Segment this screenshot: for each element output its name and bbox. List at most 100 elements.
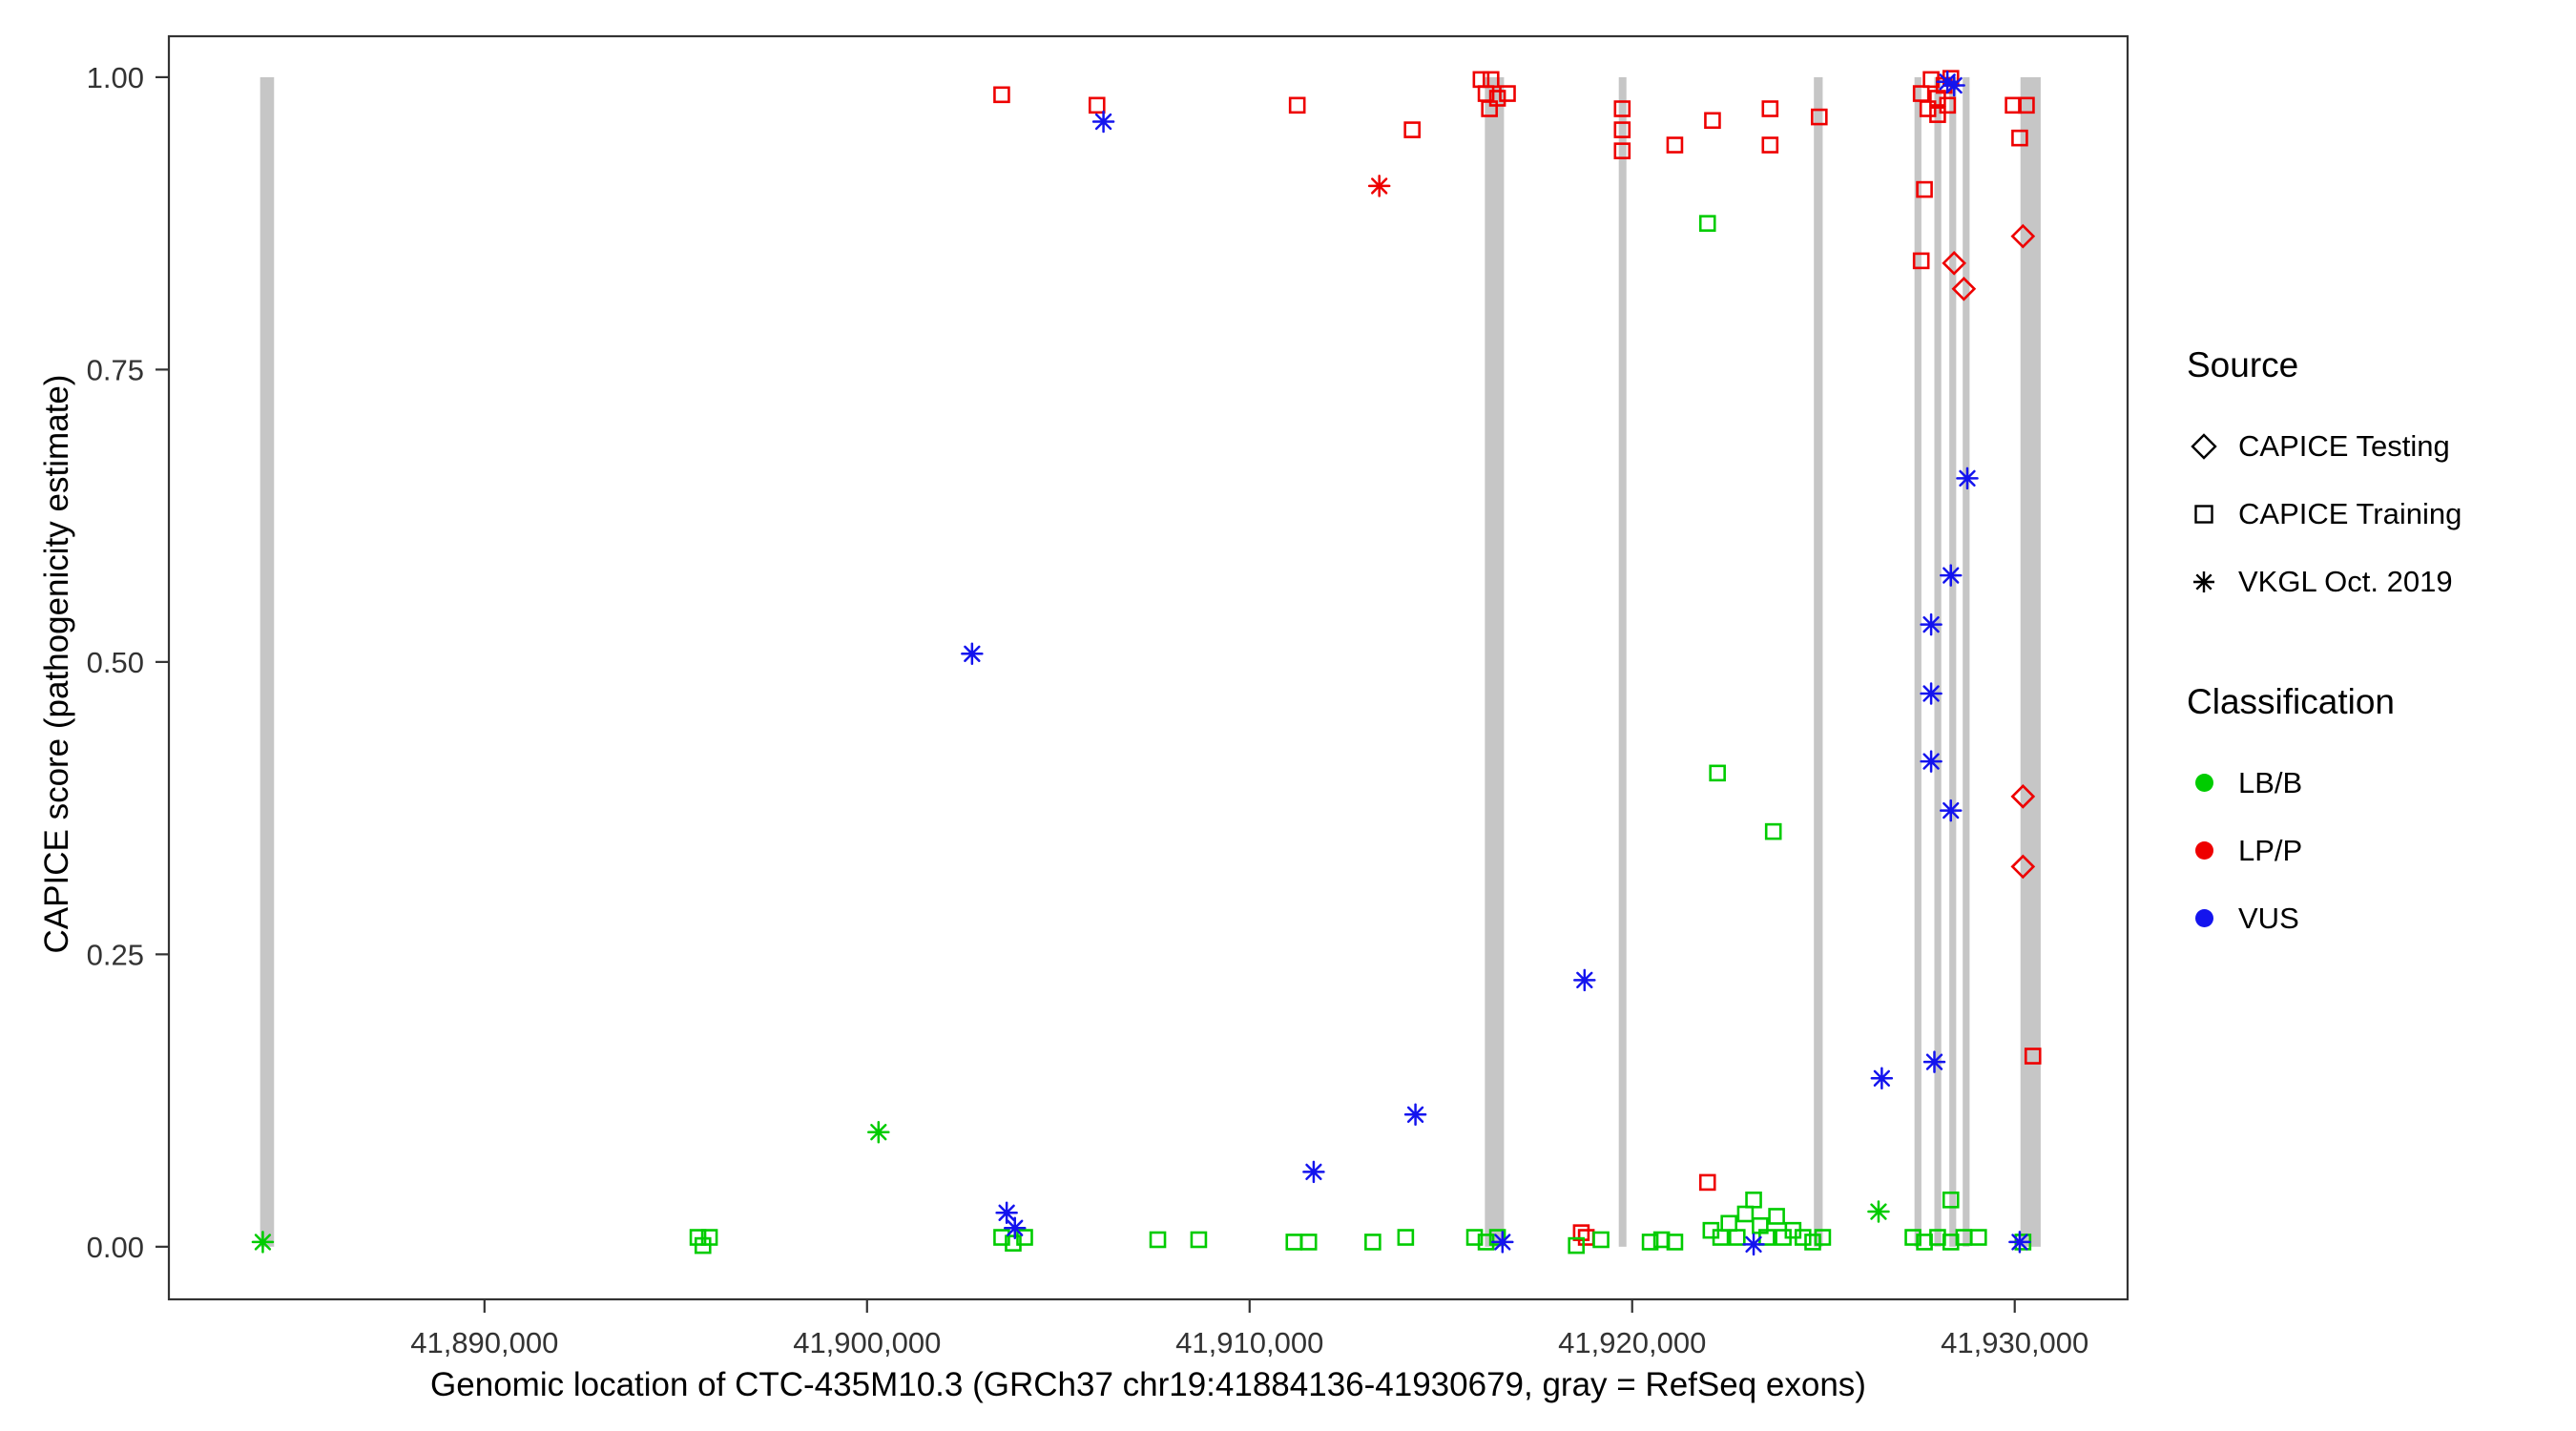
diamond-marker	[1942, 250, 1966, 276]
square-marker	[2011, 129, 2028, 147]
asterisk-marker	[1922, 1050, 1946, 1073]
square-marker	[1666, 1234, 1684, 1251]
axis-layer: 41,890,000 41,900,000 41,910,000 41,920,000…	[87, 34, 2129, 1359]
asterisk-marker	[1091, 110, 1115, 134]
asterisk-marker	[1367, 175, 1391, 197]
square-marker	[1736, 1205, 1755, 1223]
asterisk-marker	[1491, 1231, 1514, 1254]
legend-item-vus: VUS	[2187, 884, 2568, 952]
asterisk-marker	[1867, 1200, 1890, 1223]
square-marker	[1970, 1229, 1987, 1246]
square-marker	[1768, 1208, 1785, 1225]
square-marker	[1572, 1224, 1590, 1241]
square-marker	[1397, 1229, 1415, 1246]
square-marker	[1666, 136, 1684, 154]
exon-bar	[1485, 76, 1505, 1247]
square-marker	[1904, 1229, 1922, 1246]
asterisk-marker	[1936, 71, 1959, 93]
asterisk-marker	[1956, 467, 1979, 490]
legend-item-capice-testing: CAPICE Testing	[2187, 412, 2568, 480]
diamond-marker	[2010, 223, 2036, 249]
x-tick-label: 41,930,000	[1941, 1326, 2088, 1359]
square-marker	[1814, 1229, 1832, 1246]
square-marker	[1929, 106, 1946, 123]
exon-bar	[2020, 76, 2041, 1247]
exons-layer	[260, 76, 2041, 1247]
asterisk-marker	[1870, 1067, 1894, 1090]
square-marker	[2024, 1047, 2042, 1065]
diamond-marker	[2010, 854, 2036, 880]
square-marker	[1016, 1229, 1033, 1246]
asterisk-marker	[1573, 968, 1596, 992]
asterisk-marker	[1940, 798, 1963, 822]
asterisk-marker	[1004, 1216, 1027, 1239]
square-marker	[1592, 1231, 1610, 1249]
square-marker	[1488, 1229, 1506, 1246]
asterisk-marker	[995, 1201, 1018, 1225]
asterisk-marker	[1942, 73, 1965, 97]
asterisk-marker	[1920, 682, 1942, 705]
square-marker	[1299, 1234, 1318, 1251]
square-marker	[1465, 1229, 1484, 1246]
square-marker	[1005, 1234, 1022, 1252]
square-marker	[1811, 108, 1828, 126]
asterisk-marker	[1940, 564, 1963, 587]
y-tick-label: 0.00	[87, 1231, 144, 1264]
diamond-marker	[2010, 784, 2036, 809]
asterisk-marker	[1403, 1103, 1427, 1127]
green-dot-icon	[2195, 774, 2213, 792]
legend-item-label: VKGL Oct. 2019	[2238, 564, 2453, 598]
exon-bar	[1963, 76, 1970, 1247]
square-marker	[1939, 96, 1957, 114]
square-marker	[1761, 100, 1779, 117]
square-marker	[993, 86, 1010, 104]
y-tick-label: 0.25	[87, 938, 144, 971]
asterisk-marker	[1920, 750, 1942, 773]
square-marker	[1403, 121, 1421, 138]
square-marker	[1613, 121, 1631, 138]
square-marker	[2018, 96, 2035, 114]
asterisk-marker	[251, 1231, 275, 1254]
legend: Source CAPICE Testing CAPICE Training VK…	[2187, 345, 2568, 952]
square-marker	[1698, 1173, 1716, 1192]
square-marker	[1613, 100, 1631, 117]
asterisk-marker	[2008, 1231, 2031, 1254]
legend-source-title: Source	[2187, 345, 2299, 384]
asterisk-marker	[1742, 1233, 1765, 1256]
square-marker	[1804, 1234, 1821, 1251]
exon-bar	[1934, 76, 1942, 1247]
asterisk-icon	[2193, 570, 2214, 592]
asterisk-marker	[1302, 1160, 1325, 1184]
legend-item-label: VUS	[2238, 901, 2299, 935]
legend-item-label: CAPICE Testing	[2238, 428, 2450, 463]
square-marker	[1641, 1234, 1659, 1251]
exon-bar	[1914, 76, 1922, 1247]
x-axis-title: Genomic location of CTC-435M10.3 (GRCh37…	[430, 1366, 1866, 1403]
exon-bar	[1949, 76, 1957, 1247]
square-marker	[1704, 112, 1721, 130]
exon-bar	[1814, 76, 1823, 1247]
square-marker	[1919, 100, 1937, 117]
square-marker	[1088, 96, 1106, 114]
x-tick-label: 41,910,000	[1175, 1326, 1323, 1359]
legend-item-capice-training: CAPICE Training	[2187, 480, 2568, 548]
panel-border	[167, 34, 2129, 1301]
square-marker	[1745, 1191, 1762, 1209]
square-marker	[1794, 1229, 1812, 1246]
legend-item-lpp: LP/P	[2187, 817, 2568, 884]
legend-classification-title: Classification	[2187, 682, 2395, 721]
square-marker	[1916, 180, 1933, 198]
red-dot-icon	[2195, 841, 2213, 860]
legend-item-label: LB/B	[2238, 765, 2303, 799]
square-marker	[1764, 822, 1782, 840]
square-marker	[1190, 1231, 1208, 1249]
legend-item-vkgl: VKGL Oct. 2019	[2187, 548, 2568, 615]
asterisk-marker	[961, 642, 984, 666]
legend-item-label: CAPICE Training	[2238, 496, 2462, 530]
x-tick-label: 41,890,000	[410, 1326, 558, 1359]
exon-bar	[260, 76, 275, 1247]
square-marker	[1149, 1231, 1167, 1249]
x-tick-label: 41,920,000	[1558, 1326, 1706, 1359]
